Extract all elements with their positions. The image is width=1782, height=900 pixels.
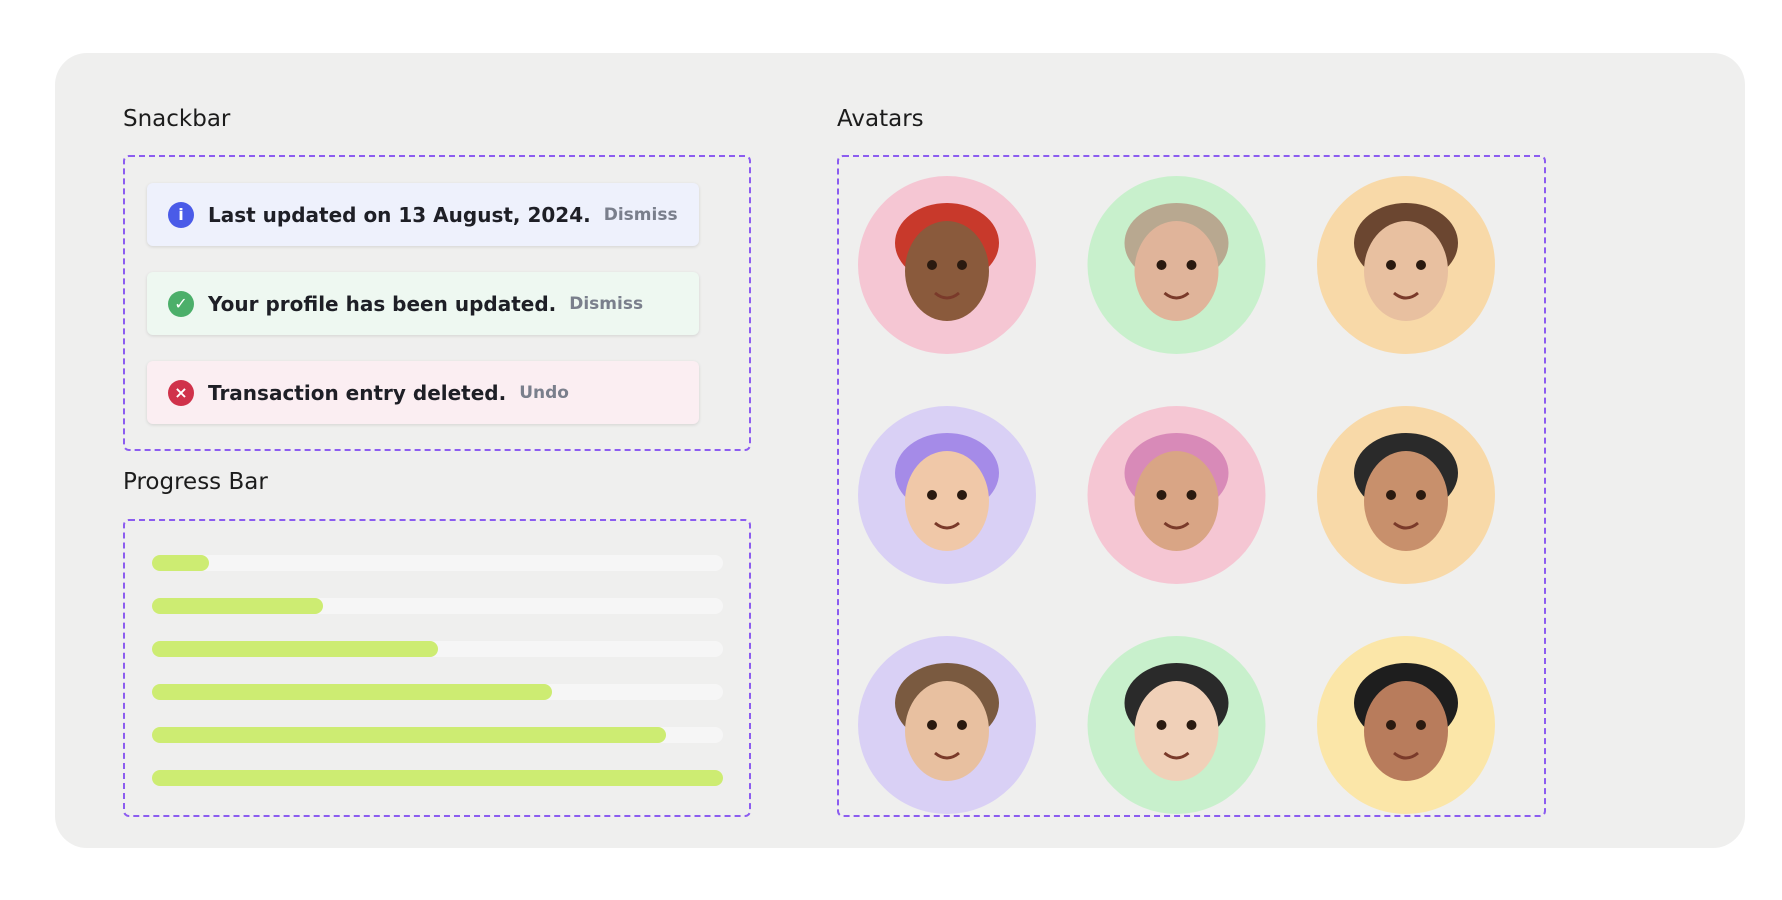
progress-fill bbox=[152, 727, 666, 743]
section-title: Avatars bbox=[837, 106, 924, 132]
progress-track bbox=[152, 598, 723, 614]
snackbar-action[interactable]: Dismiss bbox=[569, 293, 644, 314]
section-title: Progress Bar bbox=[123, 469, 268, 495]
snackbar-action[interactable]: Dismiss bbox=[603, 204, 678, 225]
progress-fill bbox=[152, 770, 723, 786]
snackbar-message: Your profile has been updated. bbox=[208, 291, 557, 316]
progress-fill bbox=[152, 598, 324, 614]
progress-track bbox=[152, 555, 723, 571]
snackbar-message: Last updated on 13 August, 2024. bbox=[208, 202, 591, 227]
progress-track bbox=[152, 684, 723, 700]
progress-track bbox=[152, 641, 723, 657]
progress-track bbox=[152, 727, 723, 743]
progress-fill bbox=[152, 641, 438, 657]
snackbar-action[interactable]: Undo bbox=[519, 382, 569, 403]
progress-track bbox=[152, 770, 723, 786]
snackbar-frame bbox=[123, 155, 751, 451]
status-icon: i bbox=[168, 201, 194, 228]
snackbar-message: Transaction entry deleted. bbox=[208, 380, 507, 405]
avatars-frame bbox=[837, 155, 1546, 817]
snackbar: × Transaction entry deleted. Undo bbox=[147, 361, 699, 424]
snackbar: i Last updated on 13 August, 2024. Dismiss bbox=[147, 183, 699, 246]
progress-fill bbox=[152, 555, 210, 571]
snackbar: ✓ Your profile has been updated. Dismiss bbox=[147, 272, 699, 335]
progress-frame bbox=[123, 519, 751, 817]
status-icon: ✓ bbox=[168, 290, 194, 317]
status-icon: × bbox=[168, 379, 194, 406]
section-title: Snackbar bbox=[123, 106, 231, 132]
progress-fill bbox=[152, 684, 552, 700]
